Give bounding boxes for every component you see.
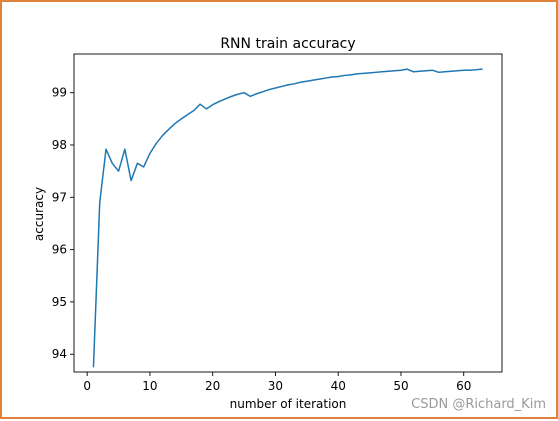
y-tick-label: 98: [52, 138, 67, 152]
x-tick-label: 30: [268, 379, 283, 393]
x-tick-label: 50: [393, 379, 408, 393]
y-tick-label: 94: [52, 347, 67, 361]
x-tick-label: 20: [205, 379, 220, 393]
series-line-0: [92, 68, 483, 368]
plot-area: 0 10 20 30 40 50 60 94 95 96 97 98 99: [52, 53, 503, 393]
chart-title: RNN train accuracy: [220, 36, 355, 52]
watermark: CSDN @Richard_Kim: [411, 397, 546, 412]
y-tick-label: 96: [52, 243, 67, 257]
y-axis-label: accuracy: [32, 187, 46, 241]
x-tick-label: 10: [142, 379, 157, 393]
y-tick-label: 97: [52, 190, 67, 204]
y-tick-label: 95: [52, 295, 67, 309]
y-tick-label: 99: [52, 86, 67, 100]
x-axis-label: number of iteration: [230, 397, 347, 411]
axes-frame: [73, 53, 503, 373]
x-tick-label: 60: [456, 379, 471, 393]
x-tick-label: 0: [83, 379, 91, 393]
x-tick-label: 40: [331, 379, 346, 393]
